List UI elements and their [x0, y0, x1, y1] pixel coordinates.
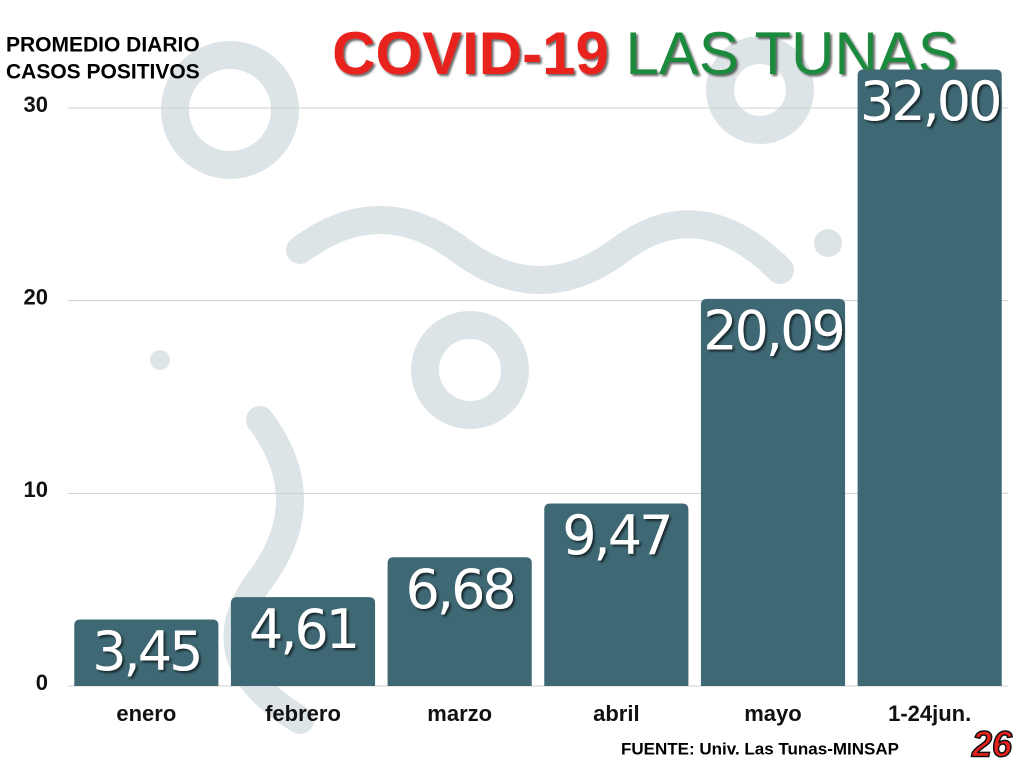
y-axis-label: CASOS POSITIVOS [6, 61, 200, 84]
title-part: COVID-19 [332, 20, 609, 87]
bar [544, 503, 689, 686]
x-tick-label: enero [116, 701, 176, 726]
data-label: 20,09 [703, 300, 843, 363]
bar [857, 69, 1002, 686]
data-label: 9,47 [562, 504, 670, 567]
y-tick-label: 0 [36, 670, 48, 695]
data-label: 3,45 [92, 620, 200, 683]
data-label: 4,61 [249, 598, 357, 661]
x-tick-label: febrero [265, 701, 341, 726]
x-tick-label: mayo [744, 701, 801, 726]
data-label: 32,00 [860, 70, 1000, 133]
data-label: 6,68 [406, 558, 514, 621]
chart-title: COVID-19 LAS TUNAS [332, 20, 958, 87]
bar [387, 557, 532, 686]
bar [74, 619, 219, 686]
x-tick-label: abril [593, 701, 639, 726]
bar [230, 597, 376, 686]
x-tick-label: marzo [427, 701, 492, 726]
y-tick-label: 30 [24, 92, 48, 117]
y-tick-label: 20 [24, 284, 48, 309]
y-axis-label: PROMEDIO DIARIO [6, 34, 200, 57]
source-note: FUENTE: Univ. Las Tunas-MINSAP [621, 739, 899, 758]
y-tick-label: 10 [24, 477, 48, 502]
logo: 26 [971, 724, 1013, 765]
x-tick-label: 1-24jun. [888, 701, 971, 726]
bar [700, 298, 846, 686]
